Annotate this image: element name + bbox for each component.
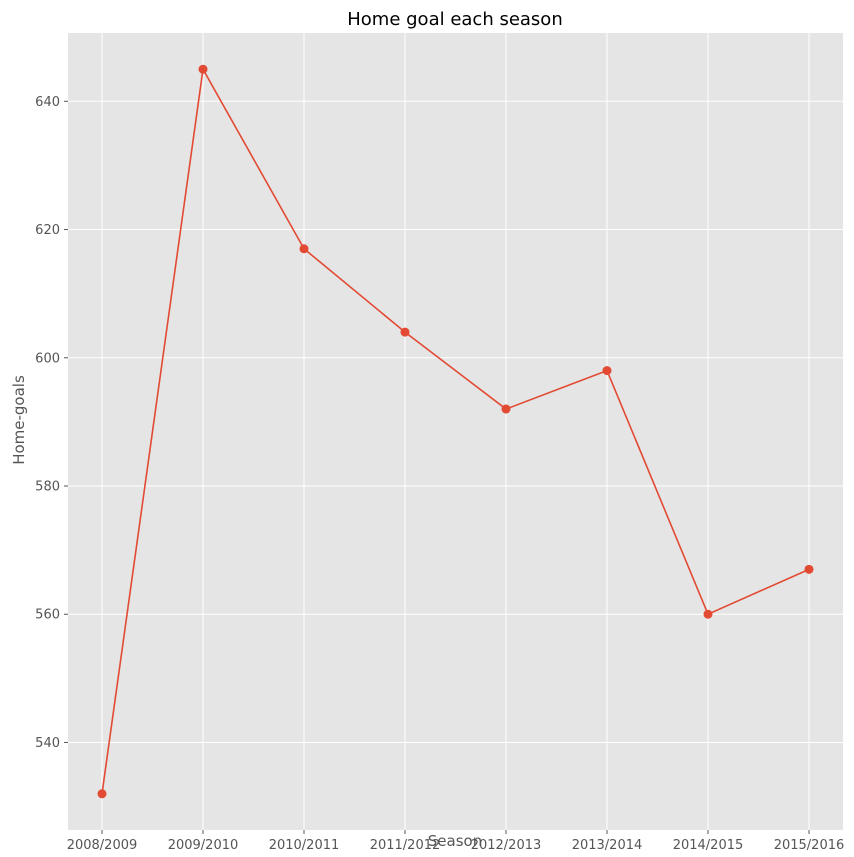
- chart-title: Home goal each season: [347, 9, 562, 30]
- x-tick-label: 2015/2016: [774, 838, 845, 853]
- x-axis-label: Season: [428, 832, 482, 850]
- y-tick-label: 580: [35, 480, 60, 495]
- x-tick-label: 2012/2013: [471, 838, 542, 853]
- data-point: [804, 564, 814, 574]
- data-point: [97, 789, 107, 799]
- y-tick-label: 540: [35, 736, 60, 751]
- series-group: [97, 64, 814, 799]
- y-axis-label: Home-goals: [10, 375, 28, 465]
- y-tick-label: 620: [35, 223, 60, 238]
- plot-area: [68, 33, 843, 830]
- y-tick-label: 560: [35, 608, 60, 623]
- y-tick-label: 600: [35, 351, 60, 366]
- data-point: [602, 366, 612, 376]
- data-point: [198, 64, 208, 74]
- series-line: [101, 66, 810, 794]
- x-tick-label: 2008/2009: [67, 838, 138, 853]
- x-tick-label: 2011/2012: [370, 838, 441, 853]
- data-point: [501, 404, 511, 414]
- x-axis-ticks: 2008/2009 2009/2010 2010/2011 2011/2012 2012…: [67, 830, 845, 853]
- x-tick-label: 2009/2010: [168, 838, 239, 853]
- data-point: [400, 327, 410, 337]
- y-tick-label: 640: [35, 95, 60, 110]
- data-point: [299, 244, 309, 254]
- x-tick-label: 2014/2015: [673, 838, 744, 853]
- data-point: [703, 609, 713, 619]
- x-tick-label: 2013/2014: [572, 838, 643, 853]
- x-tick-label: 2010/2011: [269, 838, 340, 853]
- grid-lines: [68, 33, 843, 830]
- y-axis-ticks: 540 560 580 600 620 640: [35, 95, 68, 751]
